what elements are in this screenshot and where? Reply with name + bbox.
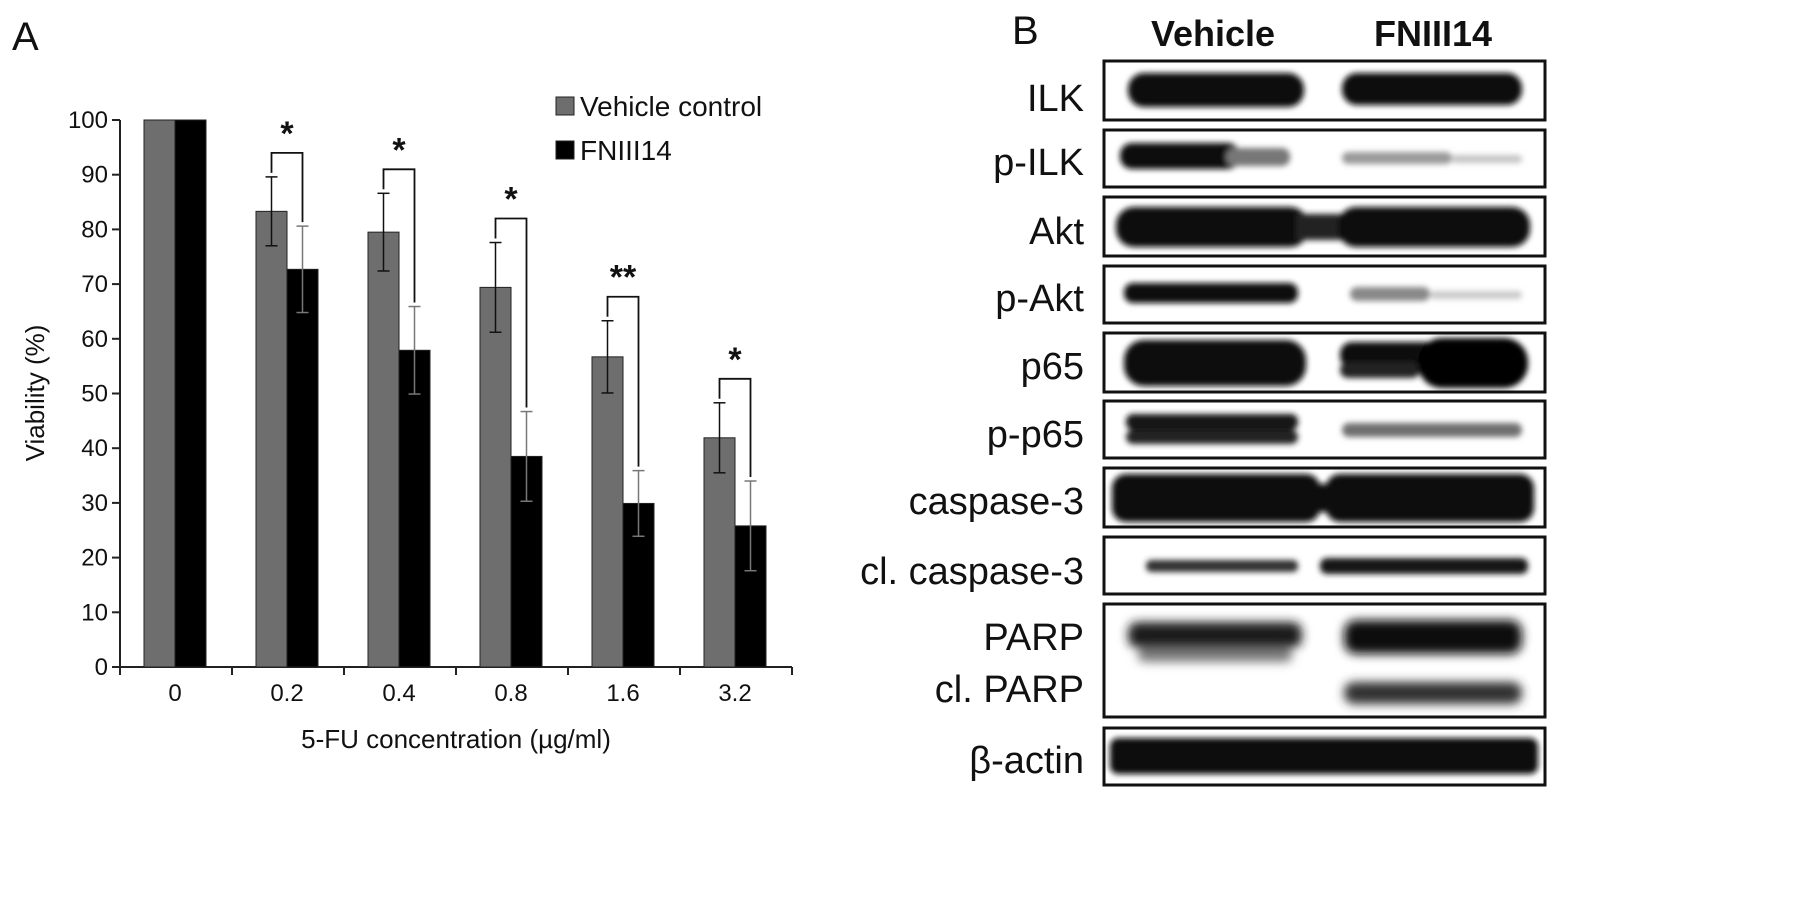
y-tick-label: 10 xyxy=(81,599,108,626)
y-tick-label: 0 xyxy=(95,654,108,681)
blot-label-cl-caspase-3: cl. caspase-3 xyxy=(860,551,1084,593)
significance-bracket xyxy=(606,295,640,467)
blot-row-akt: Akt xyxy=(1029,195,1547,258)
y-tick-label: 50 xyxy=(81,381,108,408)
y-tick-label: 20 xyxy=(81,545,108,572)
x-tick-label: 3.2 xyxy=(718,680,751,707)
bar-fniii14 xyxy=(286,268,319,668)
bar-vehicle xyxy=(143,119,176,668)
blot-label-p-ilk: p-ILK xyxy=(993,142,1084,184)
column-header-fniii14: FNIII14 xyxy=(1374,13,1492,54)
significance-label: * xyxy=(504,181,518,219)
y-tick-label: 30 xyxy=(81,490,108,517)
blot-bands xyxy=(1116,207,1530,247)
bar-chart: Viability (%) 0 10 20 30 40 50 60 70 80 90 100 0 0.… xyxy=(20,91,793,754)
panel-a-letter: A xyxy=(12,15,39,59)
bar-fniii14 xyxy=(398,349,431,668)
legend: Vehicle control FNIII14 xyxy=(555,91,762,166)
significance-bracket xyxy=(382,168,416,303)
blot-row-cl-caspase-3: cl. caspase-3 xyxy=(860,535,1547,596)
x-tick-label: 0.4 xyxy=(382,680,415,707)
bar-vehicle xyxy=(479,286,512,668)
significance-marks: * ***** xyxy=(270,115,752,478)
legend-swatch-vehicle xyxy=(555,96,575,116)
y-tick-label: 80 xyxy=(81,216,108,243)
blot-label-p-akt: p-Akt xyxy=(995,278,1084,320)
y-tick-label: 40 xyxy=(81,435,108,462)
column-header-vehicle: Vehicle xyxy=(1151,13,1275,54)
y-tick-label: 90 xyxy=(81,162,108,189)
x-tick-label: 1.6 xyxy=(606,680,639,707)
x-ticks: 0 0.2 0.4 0.8 1.6 3.2 xyxy=(119,667,793,707)
blot-bands xyxy=(1124,283,1522,303)
legend-label-vehicle: Vehicle control xyxy=(580,91,762,122)
legend-swatch-fniii14 xyxy=(555,140,575,160)
blot-label-akt: Akt xyxy=(1029,211,1084,253)
bar-fniii14 xyxy=(174,119,207,668)
blot-row-beta-actin: β-actin xyxy=(969,726,1547,787)
significance-label: * xyxy=(728,341,742,379)
y-tick-label: 60 xyxy=(81,326,108,353)
y-tick-label: 100 xyxy=(68,107,108,134)
blot-bands xyxy=(1124,338,1528,388)
bar-vehicle xyxy=(591,356,624,668)
blot-row-p-p65: p-p65 xyxy=(987,399,1547,460)
panel-b-letter: B xyxy=(1012,9,1039,53)
blot-row-p-ilk: p-ILK xyxy=(993,128,1547,189)
blot-label-p-p65: p-p65 xyxy=(987,414,1084,456)
bar-vehicle xyxy=(255,210,288,668)
significance-label: ** xyxy=(610,259,637,297)
legend-label-fniii14: FNIII14 xyxy=(580,135,672,166)
significance-label: * xyxy=(392,131,406,169)
x-tick-label: 0 xyxy=(168,680,181,707)
blot-label-ilk: ILK xyxy=(1027,78,1084,120)
blot-row-ilk: ILK xyxy=(1027,59,1547,122)
bars xyxy=(143,119,767,668)
y-ticks: 0 10 20 30 40 50 60 70 80 90 100 xyxy=(68,107,120,681)
blot-bands xyxy=(1128,73,1522,107)
blot-label-p65: p65 xyxy=(1021,346,1084,388)
blot-bands xyxy=(1126,414,1522,444)
bar-vehicle xyxy=(367,231,400,668)
blot-bands xyxy=(1146,558,1528,574)
blot-label-beta-actin: β-actin xyxy=(969,740,1084,782)
blot-row-p65: p65 xyxy=(1021,331,1547,394)
x-tick-label: 0.2 xyxy=(270,680,303,707)
blot-row-parp: PARP cl. PARP xyxy=(935,602,1547,719)
blot-label-parp: PARP xyxy=(983,617,1084,659)
x-axis-title: 5-FU concentration (µg/ml) xyxy=(301,724,611,754)
x-tick-label: 0.8 xyxy=(494,680,527,707)
blot-row-p-akt: p-Akt xyxy=(995,264,1547,325)
y-axis-title: Viability (%) xyxy=(20,325,50,462)
blot-bands xyxy=(1112,474,1534,522)
significance-bracket xyxy=(270,151,304,223)
blot-bands xyxy=(1128,620,1522,704)
significance-bracket xyxy=(718,377,752,478)
y-tick-label: 70 xyxy=(81,271,108,298)
blot-bands xyxy=(1120,143,1522,169)
blot-row-caspase-3: caspase-3 xyxy=(909,466,1547,529)
blot-label-caspase-3: caspase-3 xyxy=(909,481,1084,523)
significance-label: * xyxy=(280,115,294,153)
significance-bracket xyxy=(494,217,528,408)
blot-bands xyxy=(1110,738,1538,774)
blot-label-cl-parp: cl. PARP xyxy=(935,669,1084,711)
